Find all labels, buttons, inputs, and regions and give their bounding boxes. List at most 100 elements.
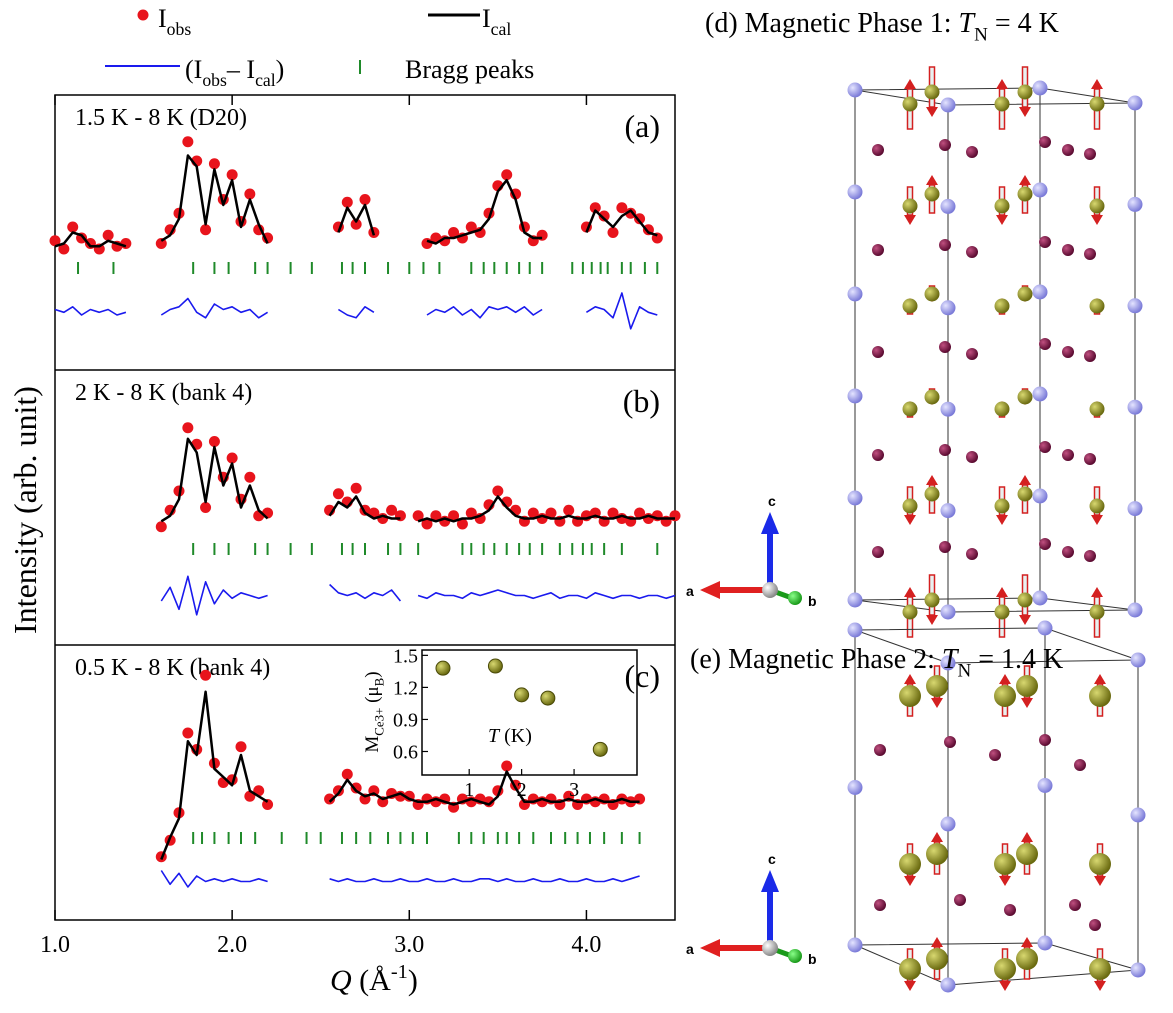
axis-label: a — [686, 941, 694, 957]
observed-point — [350, 218, 362, 230]
atom — [899, 685, 921, 707]
atom — [872, 546, 884, 558]
atom — [874, 899, 886, 911]
structure-title-part: T — [942, 644, 960, 675]
atom — [1016, 843, 1038, 865]
atom — [1074, 759, 1086, 771]
observed-point — [235, 741, 247, 753]
atom — [872, 244, 884, 256]
spin-arrow — [904, 215, 916, 225]
axis-b — [788, 949, 802, 963]
atom — [940, 604, 956, 620]
atom — [1084, 453, 1096, 465]
spin-arrow — [996, 79, 1008, 89]
observed-point — [200, 502, 212, 513]
inset-y-label-part: B — [372, 678, 387, 687]
atom — [847, 286, 863, 302]
difference-line — [54, 292, 658, 330]
atom — [924, 286, 940, 302]
atom — [924, 486, 940, 502]
observed-point — [448, 510, 460, 522]
atom — [1032, 80, 1048, 96]
legend-label: Bragg peaks — [405, 55, 534, 84]
axis-c — [761, 870, 779, 892]
spin-arrow — [931, 698, 943, 708]
atom — [954, 894, 966, 906]
x-tick-label: 3.0 — [394, 932, 424, 958]
atom — [1130, 807, 1146, 823]
spin-arrow — [926, 615, 938, 625]
atom — [1127, 196, 1143, 212]
atom — [847, 622, 863, 638]
atom — [902, 298, 918, 314]
axis-label: b — [808, 593, 817, 609]
x-axis-label-part: ) — [408, 964, 418, 997]
atom — [1089, 96, 1105, 112]
panel-note: 0.5 K - 8 K (bank 4) — [75, 655, 270, 681]
calculated-line — [54, 154, 658, 248]
inset-point — [592, 741, 608, 757]
difference-line — [160, 870, 640, 888]
observed-point — [226, 452, 238, 464]
spin-arrow — [904, 587, 916, 597]
legend-marker — [137, 9, 149, 21]
panel-note: 1.5 K - 8 K (D20) — [75, 105, 247, 131]
atom — [944, 736, 956, 748]
atom — [1062, 346, 1074, 358]
observed-point — [341, 196, 353, 208]
spin-arrow — [1021, 937, 1033, 947]
atom — [966, 451, 978, 463]
atom — [1062, 546, 1074, 558]
observed-point — [200, 224, 212, 236]
atom — [1039, 734, 1051, 746]
atom — [1084, 148, 1096, 160]
atom — [924, 592, 940, 608]
calculated-line — [160, 437, 675, 523]
atom — [1039, 538, 1051, 550]
atom — [940, 816, 956, 832]
atom — [926, 843, 948, 865]
observed-point — [208, 158, 220, 170]
spin-arrow — [904, 515, 916, 525]
legend-label: Ical — [482, 4, 511, 39]
spin-arrow — [1019, 107, 1031, 117]
observed-point — [350, 482, 362, 494]
spin-arrow — [904, 674, 916, 684]
observed-point — [155, 238, 167, 249]
x-axis-label-part: Q — [330, 964, 352, 997]
atom — [902, 401, 918, 417]
atom — [1062, 144, 1074, 156]
atom — [1037, 778, 1053, 793]
axis-b — [788, 591, 802, 605]
inset-y-label-part: (μ — [362, 686, 383, 707]
spin-arrow — [1091, 587, 1103, 597]
observed-point — [501, 169, 513, 181]
observed-point — [67, 221, 79, 233]
spin-arrow — [1091, 215, 1103, 225]
spin-arrow — [1091, 79, 1103, 89]
observed-point — [155, 521, 167, 533]
observed-point — [607, 507, 619, 519]
atom — [966, 548, 978, 560]
spin-arrow — [931, 937, 943, 947]
observed-point — [634, 507, 646, 519]
structure-title-part: = 4 K — [988, 8, 1059, 39]
spin-arrow — [904, 79, 916, 89]
panel-label: (a) — [624, 108, 660, 144]
atom — [1089, 298, 1105, 314]
atom — [899, 958, 921, 980]
atom — [1084, 248, 1096, 260]
atom — [940, 977, 956, 993]
spin-arrow — [1019, 175, 1031, 185]
atom — [847, 184, 863, 200]
observed-point — [616, 202, 628, 214]
observed-point — [332, 488, 344, 500]
atom — [847, 937, 863, 953]
atom — [939, 341, 951, 353]
structure-title-part: = 1.4 K — [971, 644, 1063, 675]
spin-arrow — [1021, 698, 1033, 708]
observed-point — [208, 436, 220, 447]
observed-point — [501, 760, 513, 772]
observed-point — [527, 507, 539, 519]
